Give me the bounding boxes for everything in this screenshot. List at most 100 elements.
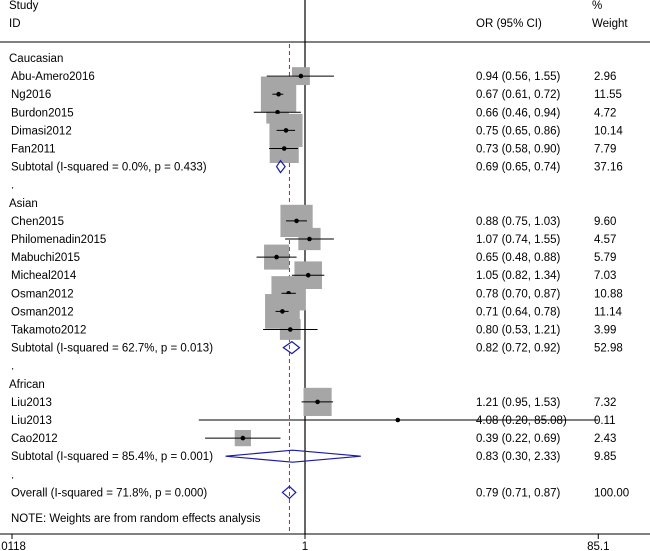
x-tick-label: .0118 [0,541,26,551]
pooled-diamond [225,449,361,463]
weight-value: 11.55 [594,89,622,101]
row-study: Chen2015 0.88 (0.75, 1.03) 9.60 [11,204,616,238]
point-estimate [281,146,287,151]
row-study: Liu2013 1.21 (0.95, 1.53) 7.32 [11,387,616,416]
row-subtotal: Subtotal (I-squared = 0.0%, p = 0.433) 0.… [11,159,623,174]
row-study: Micheal2014 1.05 (0.82, 1.34) 7.03 [11,261,616,289]
or-ci-value: 0.94 (0.56, 1.55) [476,71,561,83]
weight-value: 9.60 [594,216,616,228]
or-ci-value: 0.71 (0.64, 0.78) [476,306,561,318]
row-subtotal: Subtotal (I-squared = 62.7%, p = 0.013) 0… [11,340,623,355]
or-ci-value: 0.67 (0.61, 0.72) [476,89,561,101]
row-label: Osman2012 [11,306,74,318]
study-rows: Caucasian Abu-Amero2016 0.94 (0.56, 1.55) 2… [9,53,629,499]
or-ci-value: 0.79 (0.71, 0.87) [476,487,561,499]
row-label: Mabuchi2015 [11,252,80,264]
group-label: African [9,379,45,391]
row-label: Subtotal (I-squared = 62.7%, p = 0.013) [11,343,213,355]
row-label: Burdon2015 [11,107,74,119]
row-label: Osman2012 [11,288,74,300]
pooled-diamond [281,485,297,500]
row-study: Takamoto2012 0.80 (0.53, 1.21) 3.99 [11,319,616,340]
row-study: Fan2011 0.73 (0.58, 0.90) 7.79 [11,133,616,164]
or-ci-value: 0.88 (0.75, 1.03) [476,216,561,228]
weight-value: 0.11 [594,415,616,427]
or-ci-value: 1.07 (0.74, 1.55) [476,234,561,246]
point-estimate [283,128,289,133]
row-study: Liu2013 4.08 (0.20, 85.08) 0.11 [11,415,616,427]
point-estimate [298,73,304,79]
row-label: Micheal2014 [11,270,77,282]
or-ci-value: 0.73 (0.58, 0.90) [476,144,561,156]
or-ci-value: 0.75 (0.65, 0.86) [476,125,561,137]
point-estimate [276,91,281,97]
row-group: Asian [9,198,38,210]
weight-value: 7.03 [594,270,616,282]
group-label: Asian [9,198,38,210]
row-study: Cao2012 0.39 (0.22, 0.69) 2.43 [11,429,616,447]
row-study: Osman2012 0.78 (0.70, 0.87) 10.88 [11,276,623,311]
or-ci-value: 0.82 (0.72, 0.92) [476,343,561,355]
weight-value: 9.85 [594,451,616,463]
weight-value: 2.96 [594,71,616,83]
row-label: Dimasi2012 [11,125,72,137]
row-label: Liu2013 [11,397,52,409]
spacer-dot: . [11,180,14,192]
row-study: Mabuchi2015 0.65 (0.48, 0.88) 5.79 [11,244,616,270]
id-header: ID [9,18,21,30]
weight-value: 4.57 [594,234,616,246]
x-tick-label: 1 [302,541,308,551]
weight-value: 4.72 [594,107,616,119]
weight-value: 52.98 [594,343,623,355]
row-label: Chen2015 [11,216,64,228]
spacer-dot: . [11,469,14,481]
spacer-dot: . [11,361,14,373]
pooled-diamond [275,159,286,174]
weight-value: 3.99 [594,325,616,337]
or-ci-value: 0.65 (0.48, 0.88) [476,252,561,264]
x-axis: .0118 1 85.1 [0,534,609,551]
row-study: Dimasi2012 0.75 (0.65, 0.86) 10.14 [11,113,623,147]
or-ci-value: 4.08 (0.20, 85.08) [476,415,567,427]
row-label: Cao2012 [11,433,58,445]
weight-value: 10.14 [594,125,623,137]
row-group: Caucasian [9,53,63,65]
footnote: NOTE: Weights are from random effects an… [11,513,261,525]
weight-value: 100.00 [594,487,629,499]
row-dot: . [11,469,14,481]
weight-header: Weight [592,18,628,30]
point-estimate [287,327,293,332]
or-ci-value: 0.83 (0.30, 2.33) [476,451,561,463]
point-estimate [274,254,279,260]
or-ci-header: OR (95% CI) [476,18,542,30]
weight-value: 10.88 [594,288,623,300]
pooled-diamond [282,340,301,355]
weight-value: 11.14 [594,306,623,318]
weight-value: 2.43 [594,433,616,445]
row-group: African [9,379,45,391]
weight-value: 7.32 [594,397,616,409]
or-ci-value: 0.78 (0.70, 0.87) [476,288,561,300]
weight-value: 5.79 [594,252,616,264]
row-label: Subtotal (I-squared = 85.4%, p = 0.001) [11,451,213,463]
row-dot: . [11,361,14,373]
row-label: Liu2013 [11,415,52,427]
weight-value: 37.16 [594,162,623,174]
weight-value: 7.79 [594,144,616,156]
row-label: Overall (I-squared = 71.8%, p = 0.000) [11,487,207,499]
point-estimate [395,417,401,423]
or-ci-value: 1.21 (0.95, 1.53) [476,397,561,409]
row-overall: Overall (I-squared = 71.8%, p = 0.000) 0.… [11,485,629,500]
or-ci-value: 0.39 (0.22, 0.69) [476,433,561,445]
group-label: Caucasian [9,53,63,65]
row-label: Abu-Amero2016 [11,71,95,83]
x-tick-label: 85.1 [587,541,609,551]
row-label: Subtotal (I-squared = 0.0%, p = 0.433) [11,162,207,174]
row-label: Philomenadin2015 [11,234,106,246]
point-estimate [305,272,311,278]
row-subtotal: Subtotal (I-squared = 85.4%, p = 0.001) 0… [11,449,616,463]
plot-frame [0,41,650,535]
row-study: Burdon2015 0.66 (0.46, 0.94) 4.72 [11,101,616,124]
row-study: Philomenadin2015 1.07 (0.74, 1.55) 4.57 [11,227,616,251]
